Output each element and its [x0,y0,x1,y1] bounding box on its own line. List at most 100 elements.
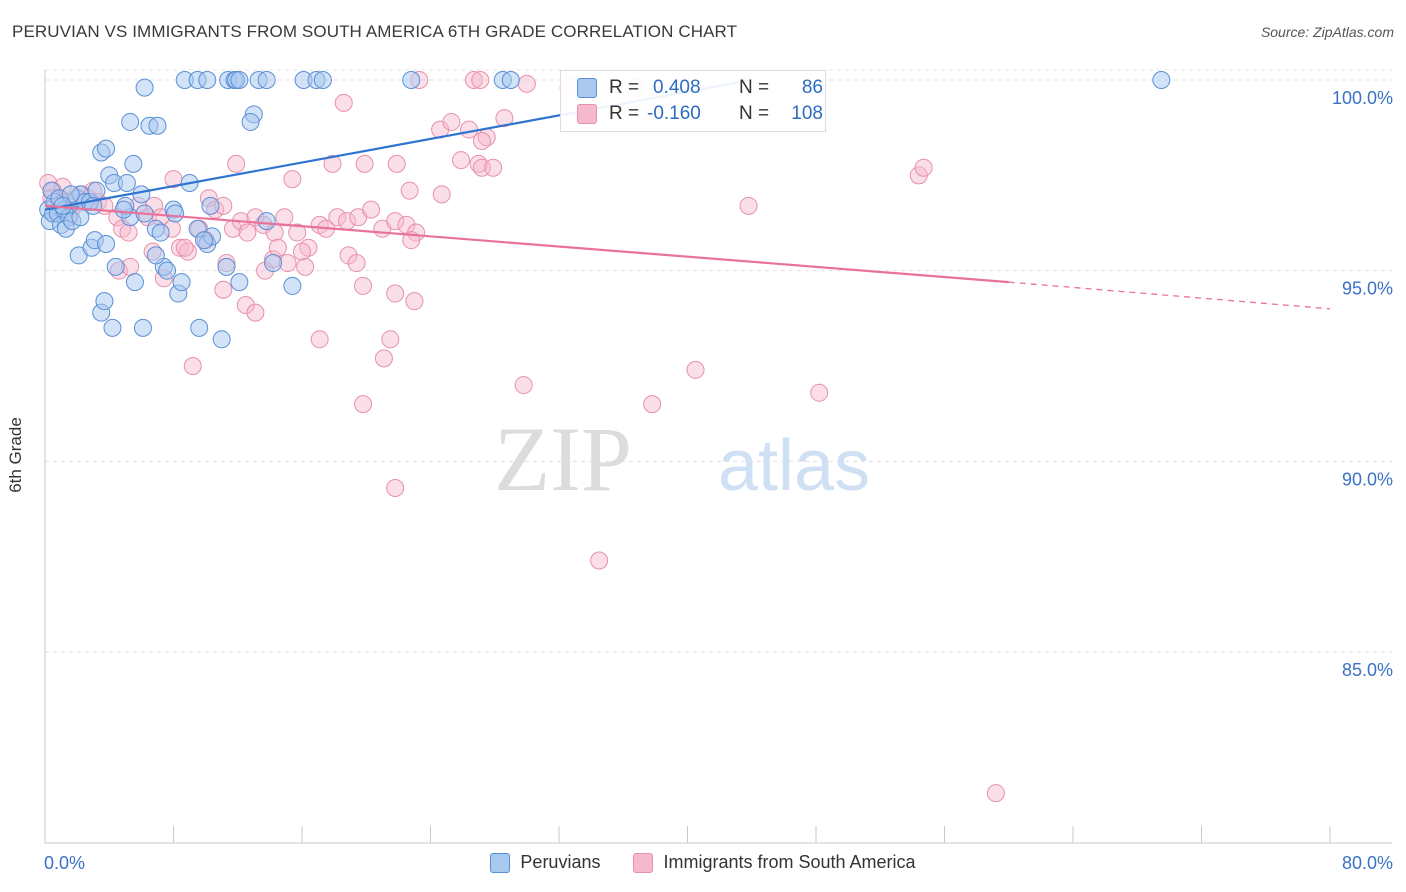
grid [45,69,1392,653]
data-point-peruvians [198,71,217,89]
data-point-peruvians [103,318,122,337]
trend-line-immigrants [44,204,1009,284]
y-tick-label: 95.0% [1342,279,1393,299]
data-point-immigrants [268,238,287,257]
stats-swatch-pink [577,104,597,124]
data-point-immigrants [643,395,662,414]
data-point-immigrants [296,257,315,276]
data-point-peruvians [166,204,185,223]
data-point-immigrants [442,112,461,131]
data-point-peruvians [212,330,231,349]
data-point-immigrants [238,223,257,242]
data-point-peruvians [313,71,332,89]
chart-title: PERUVIAN VS IMMIGRANTS FROM SOUTH AMERIC… [12,22,738,41]
data-point-immigrants [739,196,758,215]
data-point-immigrants [347,254,366,273]
y-tick-label: 90.0% [1342,469,1393,489]
data-point-peruvians [283,276,302,295]
tick-labels: 85.0% 90.0% 95.0% 100.0% 0.0% 80.0% [44,88,1393,873]
data-point-peruvians [201,196,220,215]
series-peruvians [39,71,1171,349]
data-point-peruvians [124,154,143,173]
data-point-peruvians [1152,71,1171,89]
data-point-immigrants [354,395,373,414]
data-point-immigrants [362,200,381,219]
data-point-peruvians [257,71,276,89]
data-point-peruvians [135,78,154,97]
legend-item-peruvians[interactable]: Peruvians [490,852,600,873]
data-point-peruvians [217,257,236,276]
data-point-immigrants [986,784,1005,803]
data-point-immigrants [381,330,400,349]
data-point-immigrants [386,479,405,498]
data-point-peruvians [95,292,114,311]
data-point-immigrants [354,276,373,295]
data-point-peruvians [195,231,214,250]
data-point-peruvians [125,273,144,292]
data-point-peruvians [106,257,125,276]
data-point-immigrants [686,360,705,379]
legend-label-peruvians: Peruvians [520,852,601,872]
stats-r-label: R = [609,103,640,124]
data-point-immigrants [914,158,933,177]
stats-box: R = 0.408 N = 86 R = -0.160 N = 108 [560,70,826,132]
data-point-immigrants [283,170,302,189]
data-point-immigrants [227,154,246,173]
stats-swatch-blue [577,78,597,98]
axes [44,70,1392,844]
stats-r-label: R = [609,77,640,98]
data-point-immigrants [323,154,342,173]
data-point-immigrants [400,181,419,200]
watermark-atlas: atlas [718,426,870,506]
source-label: Source: ZipAtlas.com [1260,24,1394,40]
data-point-immigrants [387,154,406,173]
data-point-peruvians [97,139,116,158]
data-point-peruvians [151,223,170,242]
data-point-immigrants [355,154,374,173]
data-point-immigrants [183,357,202,375]
legend-swatch-pink [633,852,654,873]
stats-n-label: N = [739,77,770,98]
data-point-immigrants [386,284,405,303]
data-point-immigrants [246,303,265,322]
stats-n-value: 108 [791,103,823,124]
data-point-peruvians [132,185,151,204]
data-point-immigrants [484,158,503,177]
legend-item-immigrants[interactable]: Immigrants from South America [633,852,916,873]
data-point-peruvians [172,273,191,292]
data-point-immigrants [236,295,255,314]
data-point-immigrants [328,208,347,227]
watermark-zip: ZIP [494,408,632,510]
x-tick-label: 80.0% [1342,853,1393,873]
data-point-peruvians [133,318,152,337]
data-point-immigrants [214,280,233,299]
data-point-peruvians [114,200,133,219]
data-point-peruvians [230,273,249,292]
data-point-peruvians [148,116,167,135]
data-point-peruvians [121,112,140,131]
data-point-peruvians [190,318,209,337]
stats-row-peruvians: R = 0.408 N = 86 [577,76,823,100]
data-point-immigrants [334,93,353,112]
data-point-immigrants [472,132,491,151]
data-point-immigrants [288,223,307,242]
data-point-immigrants [590,551,609,570]
data-point-immigrants [452,151,471,170]
trend-line-immigrants-extension [1008,281,1331,310]
y-axis-label: 6th Grade [6,417,25,493]
data-point-immigrants [810,383,829,402]
data-point-peruvians [158,261,177,280]
data-point-immigrants [495,109,514,128]
watermark: ZIP atlas [494,408,870,510]
data-point-immigrants [119,223,138,242]
data-point-immigrants [386,212,405,231]
x-tick-label: 0.0% [44,853,85,873]
stats-n-value: 86 [801,77,823,98]
data-point-immigrants [514,376,533,395]
data-point-immigrants [517,74,536,93]
data-point-immigrants [310,330,329,349]
data-point-peruvians [97,234,116,253]
data-point-peruvians [257,212,276,231]
data-point-immigrants [293,242,311,261]
